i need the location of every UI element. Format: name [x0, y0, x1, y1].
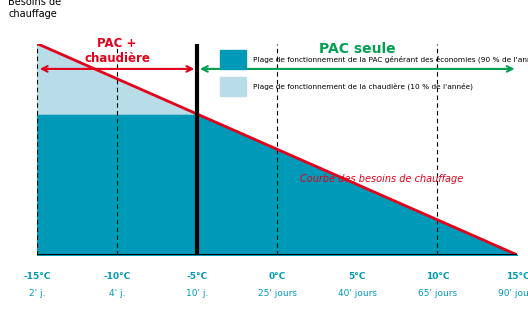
- Text: -15°C: -15°C: [23, 272, 51, 281]
- Text: 40' jours: 40' jours: [338, 289, 377, 298]
- Text: -10°C: -10°C: [103, 272, 130, 281]
- Text: Plage de fonctionnement de la chaudière (10 % de l'année): Plage de fonctionnement de la chaudière …: [253, 82, 473, 90]
- Text: 65' jours: 65' jours: [418, 289, 457, 298]
- Text: 15°C: 15°C: [506, 272, 528, 281]
- Text: 5°C: 5°C: [348, 272, 366, 281]
- Text: 25' jours: 25' jours: [258, 289, 297, 298]
- Text: Plage de fonctionnement de la PAC générant des économies (90 % de l'année): Plage de fonctionnement de la PAC généra…: [253, 56, 528, 63]
- Text: Courbe des besoins de chauffage: Courbe des besoins de chauffage: [300, 174, 463, 184]
- Text: PAC +
chaudière: PAC + chaudière: [84, 37, 150, 65]
- Text: 2' j.: 2' j.: [29, 289, 45, 298]
- Text: PAC seule: PAC seule: [319, 42, 395, 56]
- Text: 0°C: 0°C: [269, 272, 286, 281]
- Text: 10' j.: 10' j.: [186, 289, 209, 298]
- Text: 90' jours: 90' jours: [498, 289, 528, 298]
- Text: -5°C: -5°C: [186, 272, 208, 281]
- Text: 4' j.: 4' j.: [109, 289, 125, 298]
- FancyBboxPatch shape: [220, 50, 246, 69]
- Text: Besoins de
chauffage: Besoins de chauffage: [8, 0, 61, 19]
- Text: 10°C: 10°C: [426, 272, 449, 281]
- Polygon shape: [37, 44, 197, 114]
- FancyBboxPatch shape: [220, 77, 246, 95]
